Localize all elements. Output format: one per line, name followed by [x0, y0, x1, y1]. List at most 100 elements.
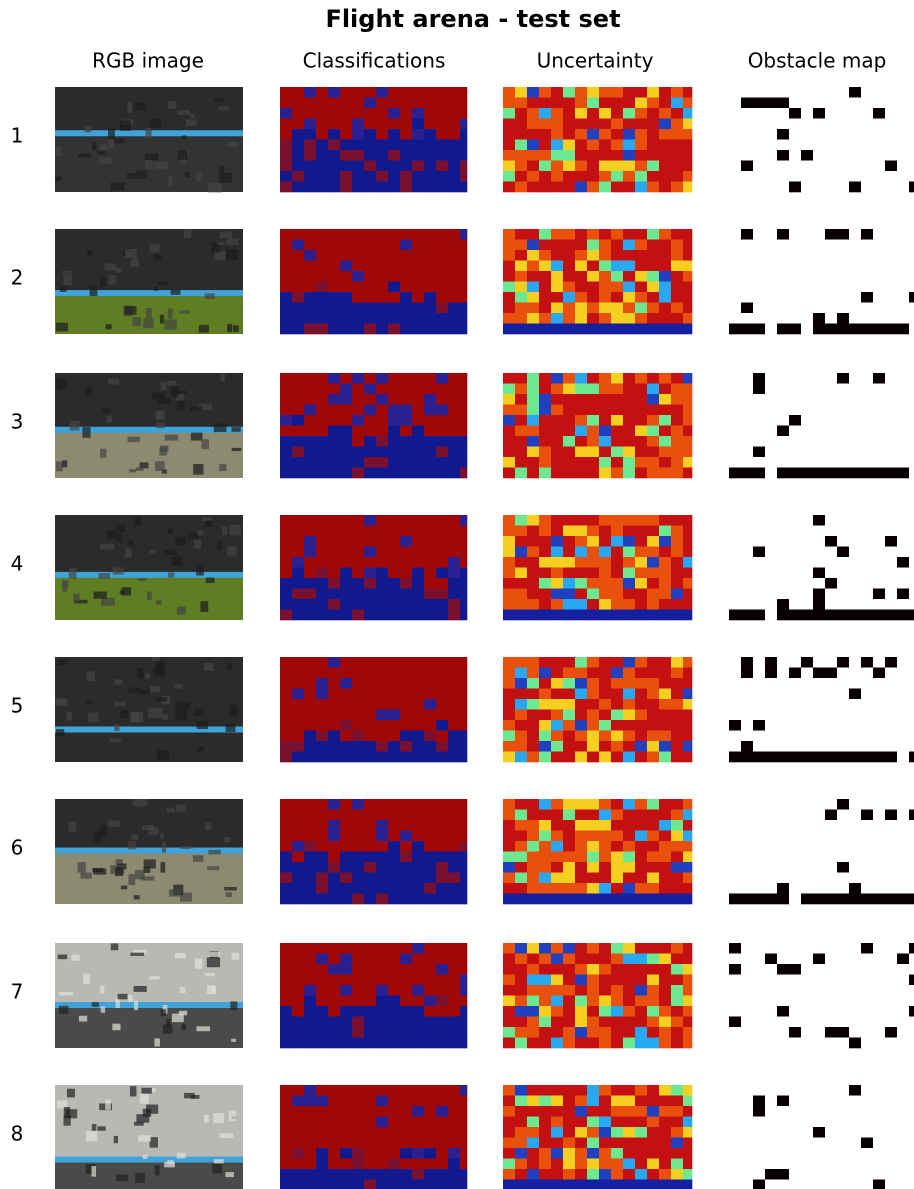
image-pixel	[587, 883, 599, 894]
image-pixel	[587, 303, 599, 314]
image-pixel	[659, 943, 671, 954]
image-pixel	[503, 1006, 515, 1017]
image-pixel	[364, 1127, 376, 1138]
image-pixel	[352, 1159, 364, 1170]
image-pixel	[340, 108, 352, 119]
image-pixel	[448, 964, 460, 975]
image-pixel	[611, 1038, 623, 1049]
image-pixel	[424, 831, 436, 842]
image-pixel	[789, 108, 801, 119]
image-pixel	[849, 436, 861, 447]
image-pixel	[436, 536, 448, 547]
image-pixel	[316, 108, 328, 119]
image-pixel	[909, 731, 914, 742]
image-pixel	[304, 975, 316, 986]
image-pixel	[659, 1017, 671, 1028]
image-pixel	[563, 182, 575, 193]
image-pixel	[837, 1148, 849, 1159]
image-texture	[87, 250, 92, 256]
image-pixel	[659, 657, 671, 668]
image-pixel	[635, 841, 647, 852]
image-pixel	[635, 975, 647, 986]
image-pixel	[635, 108, 647, 119]
image-pixel	[551, 975, 563, 986]
image-pixel	[765, 964, 777, 975]
image-texture	[168, 101, 177, 109]
image-pixel	[741, 87, 753, 98]
image-pixel	[304, 98, 316, 109]
image-pixel	[753, 589, 765, 600]
image-pixel	[292, 964, 304, 975]
image-pixel	[599, 150, 611, 161]
image-pixel	[837, 599, 849, 610]
image-texture	[113, 567, 124, 574]
image-pixel	[460, 1148, 467, 1159]
image-pixel	[292, 599, 304, 610]
image-pixel	[352, 1006, 364, 1017]
image-pixel	[635, 250, 647, 261]
image-pixel	[599, 515, 611, 526]
image-pixel	[729, 1027, 741, 1038]
image-pixel	[587, 589, 599, 600]
image-pixel	[436, 119, 448, 130]
image-pixel	[551, 547, 563, 558]
image-pixel	[801, 536, 813, 547]
image-pixel	[503, 240, 515, 251]
image-pixel	[575, 1138, 587, 1149]
image-pixel	[647, 140, 659, 151]
image-pixel	[765, 599, 777, 610]
image-pixel	[551, 87, 563, 98]
image-pixel	[563, 108, 575, 119]
image-pixel	[909, 536, 914, 547]
image-pixel	[765, 1106, 777, 1117]
image-pixel	[304, 1006, 316, 1017]
image-pixel	[789, 731, 801, 742]
image-pixel	[801, 140, 813, 151]
image-pixel	[563, 1148, 575, 1159]
image-texture	[94, 832, 101, 843]
image-pixel	[460, 303, 467, 314]
image-pixel	[515, 731, 527, 742]
image-pixel	[575, 394, 587, 405]
image-pixel	[412, 324, 424, 335]
image-texture	[115, 679, 123, 685]
image-pixel	[400, 240, 412, 251]
image-pixel	[683, 1169, 692, 1180]
image-pixel	[683, 1180, 692, 1189]
image-pixel	[777, 108, 789, 119]
image-pixel	[364, 1038, 376, 1049]
image-texture	[219, 173, 232, 183]
image-pixel	[683, 171, 692, 182]
image-pixel	[683, 975, 692, 986]
image-pixel	[316, 1038, 328, 1049]
image-pixel	[328, 1148, 340, 1159]
image-pixel	[388, 1127, 400, 1138]
image-pixel	[352, 436, 364, 447]
image-pixel	[729, 975, 741, 986]
image-texture	[193, 464, 203, 475]
image-pixel	[388, 883, 400, 894]
image-texture	[165, 435, 179, 441]
image-texture	[86, 671, 95, 681]
image-pixel	[753, 415, 765, 426]
image-texture	[101, 598, 115, 606]
image-pixel	[388, 831, 400, 842]
image-texture	[57, 379, 66, 390]
image-pixel	[647, 161, 659, 172]
image-pixel	[575, 1096, 587, 1107]
image-pixel	[539, 610, 551, 621]
image-pixel	[503, 894, 515, 905]
image-pixel	[575, 250, 587, 261]
image-pixel	[741, 883, 753, 894]
image-pixel	[448, 852, 460, 863]
image-pixel	[635, 1159, 647, 1170]
image-pixel	[765, 1027, 777, 1038]
image-pixel	[352, 313, 364, 324]
image-texture	[226, 1172, 234, 1177]
image-pixel	[789, 1117, 801, 1128]
image-pixel	[448, 1038, 460, 1049]
image-pixel	[551, 98, 563, 109]
image-pixel	[352, 324, 364, 335]
image-pixel	[551, 1027, 563, 1038]
image-pixel	[777, 810, 789, 821]
